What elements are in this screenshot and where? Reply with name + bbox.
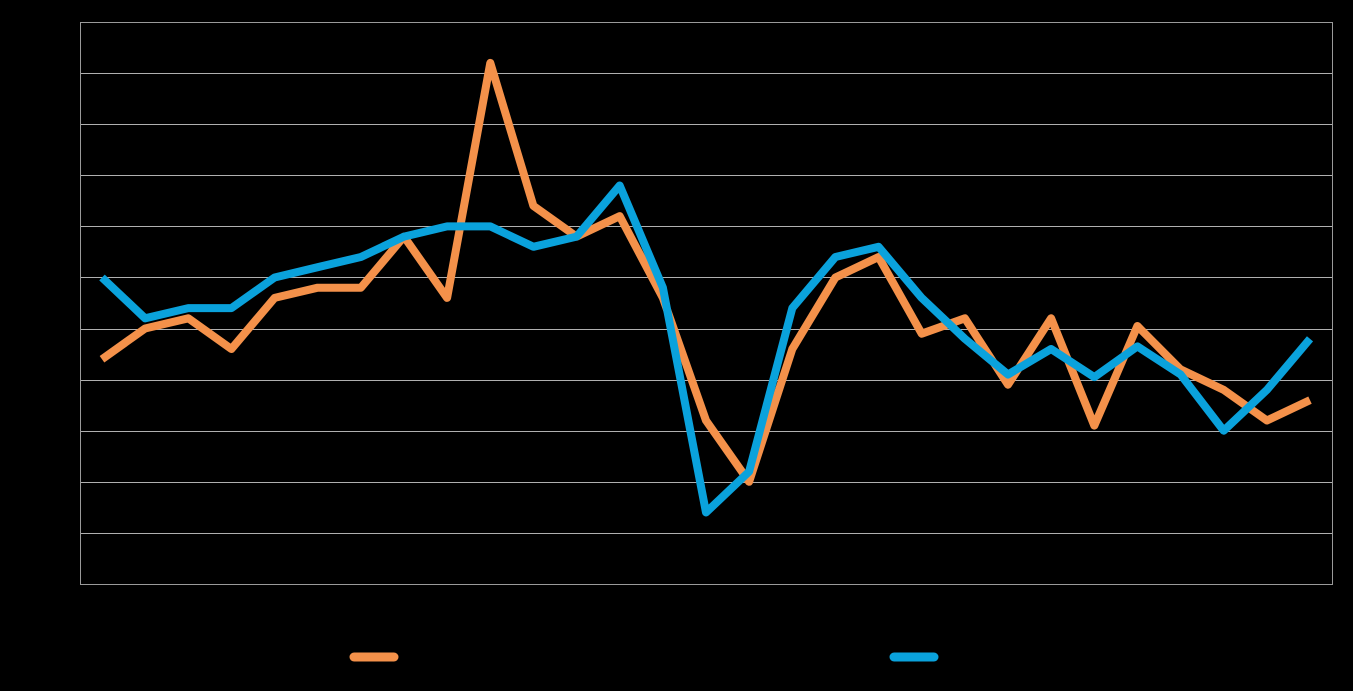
series-line-1 [99,58,1312,486]
series-line-2 [99,181,1314,517]
series-lines [99,58,1314,517]
plot-area-border [80,22,1333,585]
